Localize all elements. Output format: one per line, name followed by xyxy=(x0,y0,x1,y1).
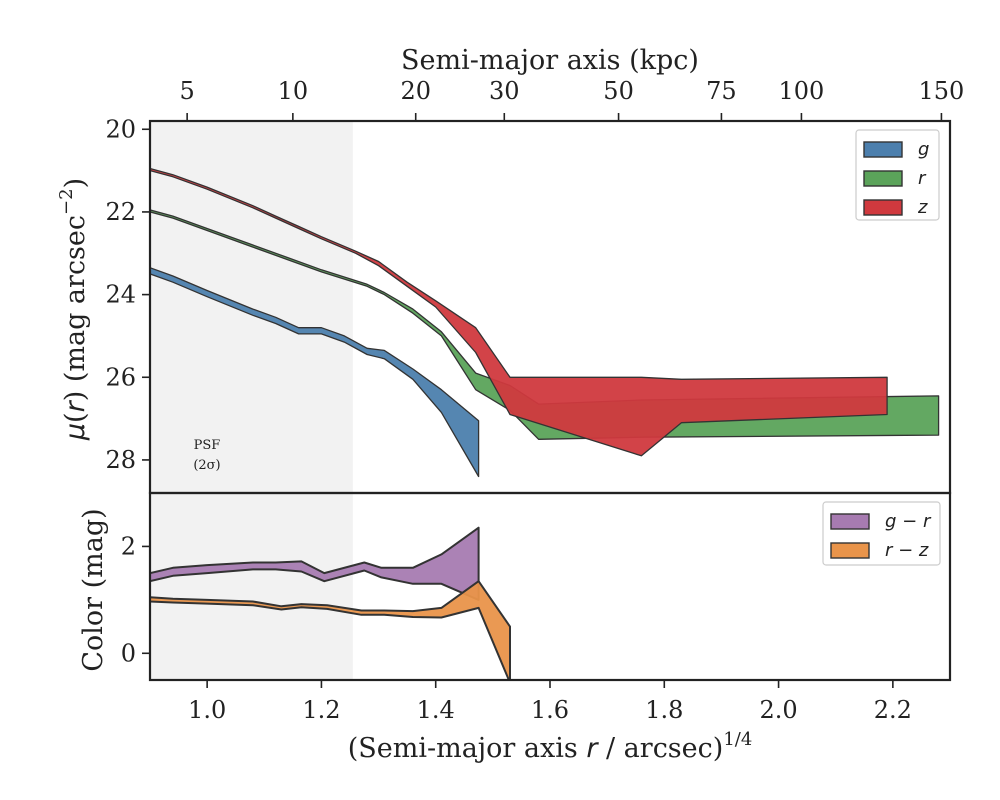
xtick-label: 2.0 xyxy=(759,696,797,724)
xtick-label: 1.8 xyxy=(645,696,683,724)
band-rz xyxy=(150,580,511,680)
xtick-label: 1.0 xyxy=(188,696,226,724)
legend-top: grz xyxy=(855,129,940,221)
legend-entry: r − z xyxy=(885,540,929,561)
top-panel-y-axis-label: μ(r) (mag arcsec−2) xyxy=(56,178,91,441)
top-axis-tick-label: 5 xyxy=(180,77,195,105)
xtick-label: 2.2 xyxy=(874,696,912,724)
band-r xyxy=(150,209,940,440)
psf-label-line2: (2σ) xyxy=(193,458,220,473)
ytick-top-label: 24 xyxy=(105,281,136,309)
top-axis-tick-label: 50 xyxy=(603,77,634,105)
xtick-label: 1.2 xyxy=(302,696,340,724)
bottom-axis-label: (Semi-major axis r / arcsec)1/4 xyxy=(348,729,753,764)
psf-region-top xyxy=(150,121,353,493)
xtick-label: 1.6 xyxy=(531,696,569,724)
color-panel: 0 2 1.0 1.2 1.4 1.6 1.8 2.0 2.2 g − r r − z xyxy=(121,493,941,724)
legend-entry: g − r xyxy=(885,511,932,532)
bottom-panel-frame xyxy=(148,491,952,682)
legend-entry: r xyxy=(918,168,927,189)
bottom-panel-y-axis-label: Color (mag) xyxy=(78,508,109,671)
ytick-bottom-label: 2 xyxy=(121,532,136,560)
legend-entry: z xyxy=(917,197,928,218)
ytick-top-label: 26 xyxy=(105,363,136,391)
ytick-top-label: 28 xyxy=(105,446,136,474)
xtick-label: 1.4 xyxy=(417,696,455,724)
band-g xyxy=(150,267,480,478)
psf-region-bottom xyxy=(150,493,353,680)
top-axis-tick-label: 100 xyxy=(779,77,825,105)
top-axis-tick-label: 20 xyxy=(400,77,431,105)
legend-swatch xyxy=(830,513,870,530)
ytick-top-label: 22 xyxy=(105,198,136,226)
legend-swatch xyxy=(863,199,903,216)
ytick-bottom-label: 0 xyxy=(121,639,136,667)
top-axis-tick-label: 30 xyxy=(489,77,520,105)
ytick-top-label: 20 xyxy=(105,115,136,143)
band-z xyxy=(150,167,888,457)
legend-swatch xyxy=(863,170,903,187)
top-axis-tick-label: 150 xyxy=(919,77,965,105)
legend-entry: g xyxy=(918,139,929,160)
top-axis-tick-label: 75 xyxy=(706,77,737,105)
legend-swatch xyxy=(863,141,903,158)
legend-bottom: g − r r − z xyxy=(822,501,941,566)
legend-swatch xyxy=(830,542,870,559)
top-axis-tick-label: 10 xyxy=(278,77,309,105)
surface-brightness-panel: 20 22 24 26 28 5 10 20 30 50 75 100 150 PSF (2σ) gr… xyxy=(105,77,964,493)
top-axis-label: Semi-major axis (kpc) xyxy=(401,45,699,76)
psf-label-line1: PSF xyxy=(194,438,221,453)
